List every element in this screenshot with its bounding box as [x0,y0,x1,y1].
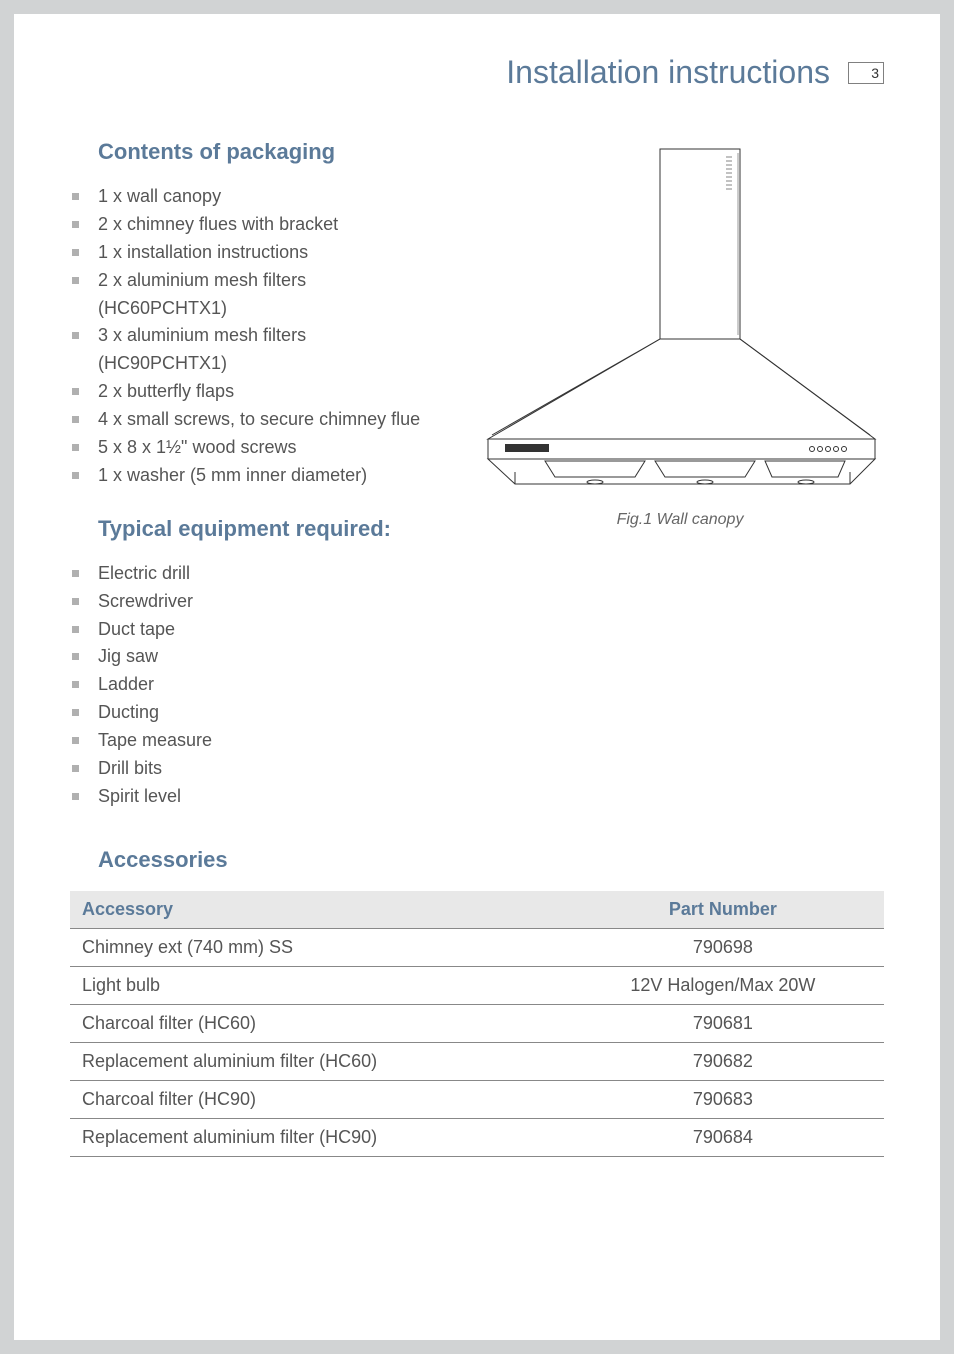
content-columns: Contents of packaging 1 x wall canopy 2 … [70,139,884,811]
list-item: Drill bits [70,755,430,783]
list-item: Jig saw [70,643,430,671]
cell-accessory: Charcoal filter (HC90) [70,1080,562,1118]
cell-partnum: 790681 [562,1004,884,1042]
list-item: 3 x aluminium mesh filters (HC90PCHTX1) [70,322,430,378]
table-row: Charcoal filter (HC60) 790681 [70,1004,884,1042]
list-item: 4 x small screws, to secure chimney flue [70,406,430,434]
cell-partnum: 12V Halogen/Max 20W [562,966,884,1004]
equipment-title: Typical equipment required: [98,516,430,542]
cell-accessory: Chimney ext (740 mm) SS [70,928,562,966]
list-item: Screwdriver [70,588,430,616]
cell-partnum: 790683 [562,1080,884,1118]
left-column: Contents of packaging 1 x wall canopy 2 … [70,139,430,811]
cell-accessory: Light bulb [70,966,562,1004]
page-number-box: 3 [848,62,884,84]
packaging-title: Contents of packaging [98,139,430,165]
figure-caption: Fig.1 Wall canopy [617,511,744,529]
page-header: Installation instructions 3 [70,54,884,91]
table-row: Replacement aluminium filter (HC60) 7906… [70,1042,884,1080]
list-item: 2 x aluminium mesh filters (HC60PCHTX1) [70,267,430,323]
document-page: Installation instructions 3 Contents of … [14,14,940,1340]
wall-canopy-diagram [470,139,890,499]
list-item: 5 x 8 x 1½" wood screws [70,434,430,462]
list-item: Tape measure [70,727,430,755]
list-item: Duct tape [70,616,430,644]
table-row: Chimney ext (740 mm) SS 790698 [70,928,884,966]
list-item: 1 x washer (5 mm inner diameter) [70,462,430,490]
list-item: Electric drill [70,560,430,588]
table-row: Replacement aluminium filter (HC90) 7906… [70,1118,884,1156]
right-column: Fig.1 Wall canopy [470,139,890,811]
list-item: Ladder [70,671,430,699]
cell-partnum: 790698 [562,928,884,966]
list-item: Ducting [70,699,430,727]
cell-partnum: 790682 [562,1042,884,1080]
cell-accessory: Replacement aluminium filter (HC60) [70,1042,562,1080]
list-item: 1 x installation instructions [70,239,430,267]
table-header-row: Accessory Part Number [70,891,884,929]
page-title: Installation instructions [506,54,830,91]
cell-partnum: 790684 [562,1118,884,1156]
col-accessory: Accessory [70,891,562,929]
list-item: 1 x wall canopy [70,183,430,211]
table-row: Charcoal filter (HC90) 790683 [70,1080,884,1118]
cell-accessory: Charcoal filter (HC60) [70,1004,562,1042]
cell-accessory: Replacement aluminium filter (HC90) [70,1118,562,1156]
equipment-list: Electric drill Screwdriver Duct tape Jig… [70,560,430,811]
list-item: 2 x chimney flues with bracket [70,211,430,239]
packaging-list: 1 x wall canopy 2 x chimney flues with b… [70,183,430,490]
list-item: Spirit level [70,783,430,811]
col-part-number: Part Number [562,891,884,929]
list-item: 2 x butterfly flaps [70,378,430,406]
table-row: Light bulb 12V Halogen/Max 20W [70,966,884,1004]
accessories-title: Accessories [98,847,884,873]
accessories-table: Accessory Part Number Chimney ext (740 m… [70,891,884,1157]
accessories-section: Accessories Accessory Part Number Chimne… [70,847,884,1157]
